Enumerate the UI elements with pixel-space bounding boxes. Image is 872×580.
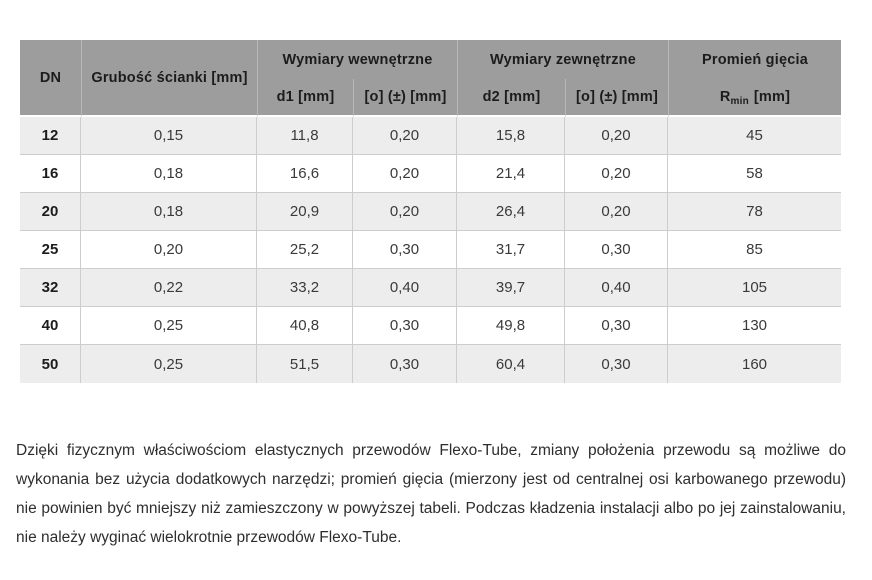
table-row: 50 0,25 51,5 0,30 60,4 0,30 160 — [20, 345, 841, 383]
cell-outer-tolerance: 0,20 — [565, 155, 668, 193]
cell-dn: 12 — [20, 117, 81, 155]
table-row: 32 0,22 33,2 0,40 39,7 0,40 105 — [20, 269, 841, 307]
cell-d1: 11,8 — [257, 117, 353, 155]
cell-d2: 21,4 — [457, 155, 565, 193]
cell-d1: 25,2 — [257, 231, 353, 269]
cell-inner-tolerance: 0,30 — [353, 307, 457, 345]
cell-d2: 15,8 — [457, 117, 565, 155]
col-group-bend-radius: Promień gięcia — [668, 40, 841, 79]
cell-d1: 16,6 — [257, 155, 353, 193]
cell-inner-tolerance: 0,20 — [353, 117, 457, 155]
cell-d2: 39,7 — [457, 269, 565, 307]
cell-inner-tolerance: 0,40 — [353, 269, 457, 307]
col-header-inner-tolerance: [o] (±) [mm] — [353, 79, 457, 117]
flexo-tube-dimensions-table-wrap: DN Grubość ścianki [mm] Wymiary wewnętrz… — [20, 40, 841, 383]
col-header-d2: d2 [mm] — [457, 79, 565, 117]
cell-d2: 26,4 — [457, 193, 565, 231]
cell-d1: 33,2 — [257, 269, 353, 307]
cell-inner-tolerance: 0,20 — [353, 155, 457, 193]
cell-outer-tolerance: 0,20 — [565, 117, 668, 155]
cell-wall: 0,18 — [81, 193, 257, 231]
table-row: 40 0,25 40,8 0,30 49,8 0,30 130 — [20, 307, 841, 345]
cell-outer-tolerance: 0,30 — [565, 231, 668, 269]
cell-rmin: 130 — [668, 307, 841, 345]
cell-wall: 0,18 — [81, 155, 257, 193]
cell-wall: 0,22 — [81, 269, 257, 307]
table-row: 16 0,18 16,6 0,20 21,4 0,20 58 — [20, 155, 841, 193]
cell-d1: 40,8 — [257, 307, 353, 345]
col-header-dn: DN — [20, 40, 81, 117]
flexo-tube-dimensions-table: DN Grubość ścianki [mm] Wymiary wewnętrz… — [20, 40, 841, 383]
cell-inner-tolerance: 0,20 — [353, 193, 457, 231]
cell-outer-tolerance: 0,30 — [565, 345, 668, 383]
cell-rmin: 45 — [668, 117, 841, 155]
col-header-wall-thickness: Grubość ścianki [mm] — [81, 40, 257, 117]
header-sub-row: d1 [mm] [o] (±) [mm] d2 [mm] [o] (±) [mm… — [20, 79, 841, 117]
cell-rmin: 85 — [668, 231, 841, 269]
table-row: 12 0,15 11,8 0,20 15,8 0,20 45 — [20, 117, 841, 155]
table-row: 20 0,18 20,9 0,20 26,4 0,20 78 — [20, 193, 841, 231]
cell-d1: 51,5 — [257, 345, 353, 383]
cell-inner-tolerance: 0,30 — [353, 345, 457, 383]
cell-wall: 0,20 — [81, 231, 257, 269]
cell-dn: 40 — [20, 307, 81, 345]
cell-rmin: 78 — [668, 193, 841, 231]
table-header: DN Grubość ścianki [mm] Wymiary wewnętrz… — [20, 40, 841, 117]
col-group-inner-dimensions: Wymiary wewnętrzne — [257, 40, 457, 79]
cell-rmin: 105 — [668, 269, 841, 307]
cell-rmin: 160 — [668, 345, 841, 383]
cell-wall: 0,25 — [81, 345, 257, 383]
rmin-symbol: R — [719, 89, 731, 105]
table-body: 12 0,15 11,8 0,20 15,8 0,20 45 16 0,18 1… — [20, 117, 841, 383]
cell-inner-tolerance: 0,30 — [353, 231, 457, 269]
cell-outer-tolerance: 0,30 — [565, 307, 668, 345]
cell-outer-tolerance: 0,40 — [565, 269, 668, 307]
cell-wall: 0,15 — [81, 117, 257, 155]
cell-outer-tolerance: 0,20 — [565, 193, 668, 231]
col-group-outer-dimensions: Wymiary zewnętrzne — [457, 40, 668, 79]
cell-wall: 0,25 — [81, 307, 257, 345]
col-header-d1: d1 [mm] — [257, 79, 353, 117]
cell-dn: 32 — [20, 269, 81, 307]
cell-dn: 50 — [20, 345, 81, 383]
description-paragraph: Dzięki fizycznym właściwościom elastyczn… — [16, 442, 846, 546]
rmin-subscript: min — [730, 96, 749, 107]
cell-d2: 49,8 — [457, 307, 565, 345]
table-row: 25 0,20 25,2 0,30 31,7 0,30 85 — [20, 231, 841, 269]
col-header-rmin: Rmin [mm] — [668, 79, 841, 117]
cell-d2: 31,7 — [457, 231, 565, 269]
col-header-outer-tolerance: [o] (±) [mm] — [565, 79, 668, 117]
cell-dn: 25 — [20, 231, 81, 269]
header-group-row: DN Grubość ścianki [mm] Wymiary wewnętrz… — [20, 40, 841, 117]
cell-d2: 60,4 — [457, 345, 565, 383]
rmin-unit: [mm] — [753, 89, 791, 105]
cell-d1: 20,9 — [257, 193, 353, 231]
cell-dn: 16 — [20, 155, 81, 193]
cell-rmin: 58 — [668, 155, 841, 193]
cell-dn: 20 — [20, 193, 81, 231]
